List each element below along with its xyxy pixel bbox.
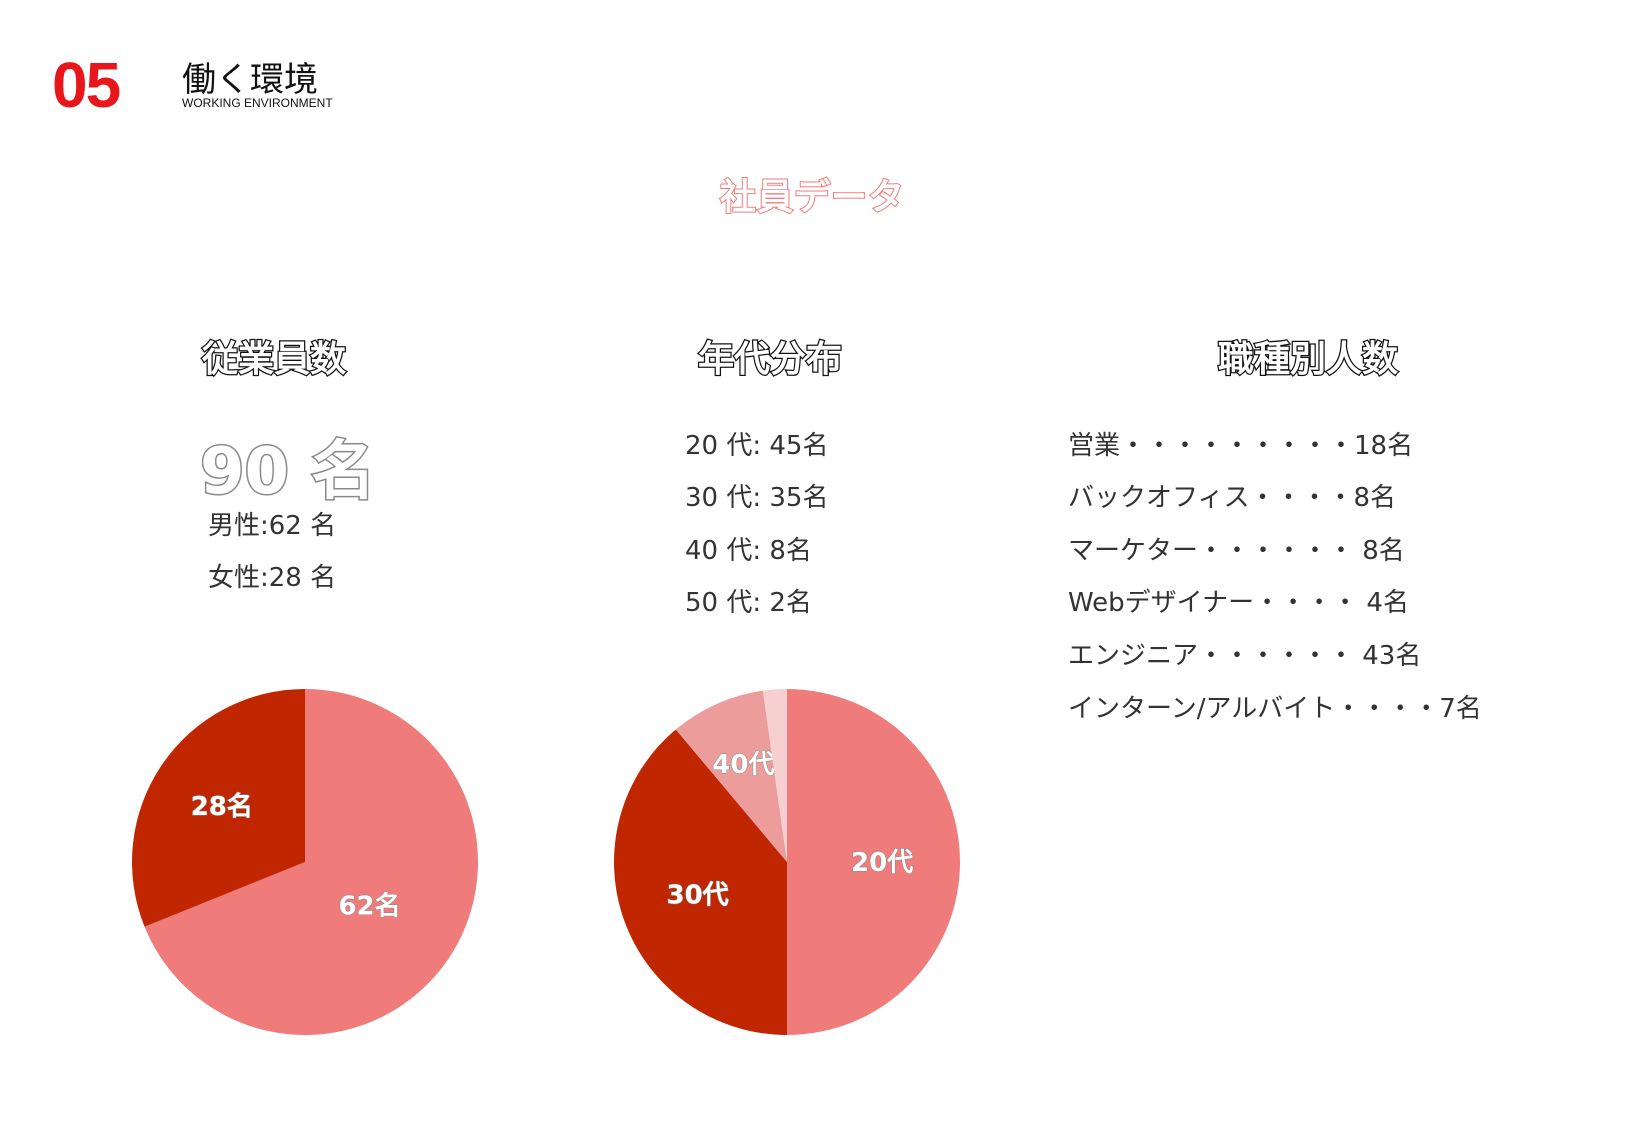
- employees-male: 男性:62 名: [208, 511, 337, 541]
- age-pie-slice-3: [762, 689, 787, 862]
- employees-heading: 従業員数: [201, 338, 348, 382]
- job-line-web-designer: Webデザイナー・・・・ 4名: [1068, 588, 1409, 618]
- age-pie-slice-2: [675, 690, 787, 862]
- ages-heading: 年代分布: [697, 338, 844, 382]
- employees-female: 女性:28 名: [208, 563, 337, 593]
- age-pie-label-1: 30代: [666, 881, 728, 911]
- section-subtitle: WORKING ENVIRONMENT: [182, 96, 333, 110]
- jobs-heading: 職種別人数: [1217, 338, 1400, 382]
- gender-pie-label-0: 62名: [338, 891, 400, 922]
- age-pie-label-2: 40代: [712, 750, 774, 780]
- age-line-20: 20 代: 45名: [685, 431, 829, 461]
- section-title: 働く環境: [182, 60, 318, 100]
- age-line-30: 30 代: 35名: [685, 483, 829, 513]
- job-line-backoffice: バックオフィス・・・・8名: [1068, 483, 1397, 513]
- age-line-40: 40 代: 8名: [685, 536, 812, 566]
- age-line-50: 50 代: 2名: [685, 588, 812, 618]
- gender-pie-slice-0: [144, 689, 478, 1035]
- job-line-marketer: マーケター・・・・・・ 8名: [1068, 536, 1405, 566]
- age-pie-slice-0: [787, 689, 960, 1035]
- gender-pie-label-1: 28名: [191, 791, 253, 822]
- age-pie-slice-1: [613, 729, 787, 1035]
- section-number: 05: [52, 49, 121, 121]
- job-line-engineer: エンジニア・・・・・・ 43名: [1068, 641, 1422, 671]
- employees-total: 90 名: [198, 434, 376, 511]
- age-pie-label-0: 20代: [851, 848, 913, 878]
- job-line-intern: インターン/アルバイト・・・・7名: [1068, 694, 1482, 724]
- page-title: 社員データ: [719, 176, 905, 219]
- gender-pie-slice-1: [132, 689, 305, 927]
- job-line-sales: 営業・・・・・・・・・18名: [1068, 431, 1414, 461]
